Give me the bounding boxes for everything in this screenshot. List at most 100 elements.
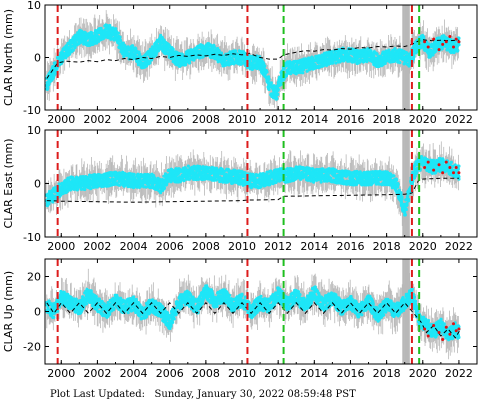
- data-point: [456, 48, 460, 53]
- data-point: [265, 70, 269, 74]
- data-point: [71, 48, 75, 52]
- data-point: [406, 58, 410, 63]
- data-point: [180, 52, 184, 57]
- data-point: [454, 37, 458, 41]
- data-point: [251, 172, 255, 176]
- data-point: [147, 183, 151, 187]
- data-point: [387, 48, 391, 52]
- data-point: [375, 52, 379, 56]
- x-tick-label: 2002: [83, 113, 111, 126]
- data-point: [162, 186, 167, 190]
- y-tick-label: 10: [27, 0, 41, 12]
- data-point: [276, 87, 280, 92]
- data-point: [99, 26, 103, 30]
- data-point: [184, 62, 188, 67]
- data-point: [214, 178, 218, 182]
- data-point: [123, 44, 127, 48]
- data-point: [284, 74, 289, 78]
- chart-panel-1: 2000 2002 2004 2006 2008 2010 2012 2014 2016 2018…: [2, 0, 478, 126]
- data-point: [182, 179, 186, 183]
- data-point: [267, 87, 271, 92]
- data-point: [221, 54, 226, 58]
- data-point: [447, 45, 451, 49]
- data-point: [212, 45, 216, 49]
- data-point: [118, 39, 123, 43]
- data-point: [457, 36, 461, 40]
- data-point: [132, 172, 136, 177]
- data-point: [47, 83, 51, 87]
- data-point: [266, 75, 271, 79]
- data-point: [79, 187, 84, 191]
- data-point: [443, 36, 447, 40]
- data-point: [334, 61, 338, 65]
- data-point: [127, 178, 131, 183]
- data-point: [311, 180, 316, 184]
- data-point: [269, 81, 273, 85]
- x-tick-label: 2018: [373, 113, 401, 126]
- daily-positions: [45, 155, 461, 217]
- data-point: [187, 60, 192, 64]
- x-tick-label: 2014: [300, 113, 328, 126]
- data-point: [130, 44, 135, 48]
- data-point: [92, 33, 97, 38]
- x-tick-label: 2006: [156, 113, 184, 126]
- data-point: [422, 35, 426, 39]
- data-point: [109, 37, 113, 41]
- data-point: [90, 31, 94, 35]
- x-tick-label: 2012: [264, 113, 292, 126]
- y-axis-label: CLAR North (mm): [2, 9, 15, 106]
- data-point: [432, 37, 436, 41]
- data-point: [116, 31, 120, 35]
- data-point: [219, 51, 224, 55]
- data-point: [369, 49, 373, 53]
- daily-positions: [45, 23, 461, 101]
- data-point: [126, 183, 130, 188]
- data-point: [61, 191, 65, 196]
- plot-area: [45, 130, 461, 237]
- data-point: [319, 180, 323, 184]
- data-point: [404, 51, 408, 55]
- data-point: [122, 54, 126, 59]
- data-point: [275, 97, 279, 101]
- data-point: [148, 61, 152, 65]
- data-point: [441, 42, 445, 46]
- data-point: [437, 48, 441, 52]
- data-point: [114, 27, 118, 31]
- x-tick-label: 2020: [409, 113, 437, 126]
- data-point: [398, 60, 402, 65]
- model-line: [46, 39, 459, 79]
- data-point: [89, 186, 93, 191]
- data-point: [83, 187, 87, 192]
- data-point: [262, 61, 266, 66]
- data-point: [426, 45, 430, 49]
- noisy-gap-bars: [402, 130, 410, 237]
- data-point: [177, 51, 181, 56]
- data-point: [191, 167, 195, 171]
- data-point: [290, 170, 294, 174]
- data-point: [73, 46, 77, 50]
- data-point: [133, 176, 137, 180]
- data-point: [95, 41, 99, 45]
- data-point: [301, 71, 305, 75]
- data-point: [233, 49, 238, 53]
- data-point: [279, 82, 283, 87]
- data-point: [308, 167, 312, 172]
- data-point: [171, 47, 175, 51]
- data-point: [276, 92, 280, 96]
- data-point: [134, 47, 138, 51]
- data-point: [457, 40, 461, 44]
- data-point: [97, 39, 101, 43]
- data-point: [136, 172, 140, 176]
- data-point: [67, 52, 72, 56]
- plot-area: [45, 5, 461, 110]
- x-tick-label: 2000: [47, 113, 75, 126]
- data-point: [46, 86, 50, 90]
- x-tick-label: 2010: [228, 113, 256, 126]
- data-point: [326, 173, 330, 177]
- data-point: [186, 164, 190, 168]
- data-point: [79, 29, 84, 33]
- data-point: [118, 35, 122, 39]
- data-point: [60, 58, 65, 62]
- data-point: [412, 54, 416, 58]
- data-point: [196, 177, 200, 181]
